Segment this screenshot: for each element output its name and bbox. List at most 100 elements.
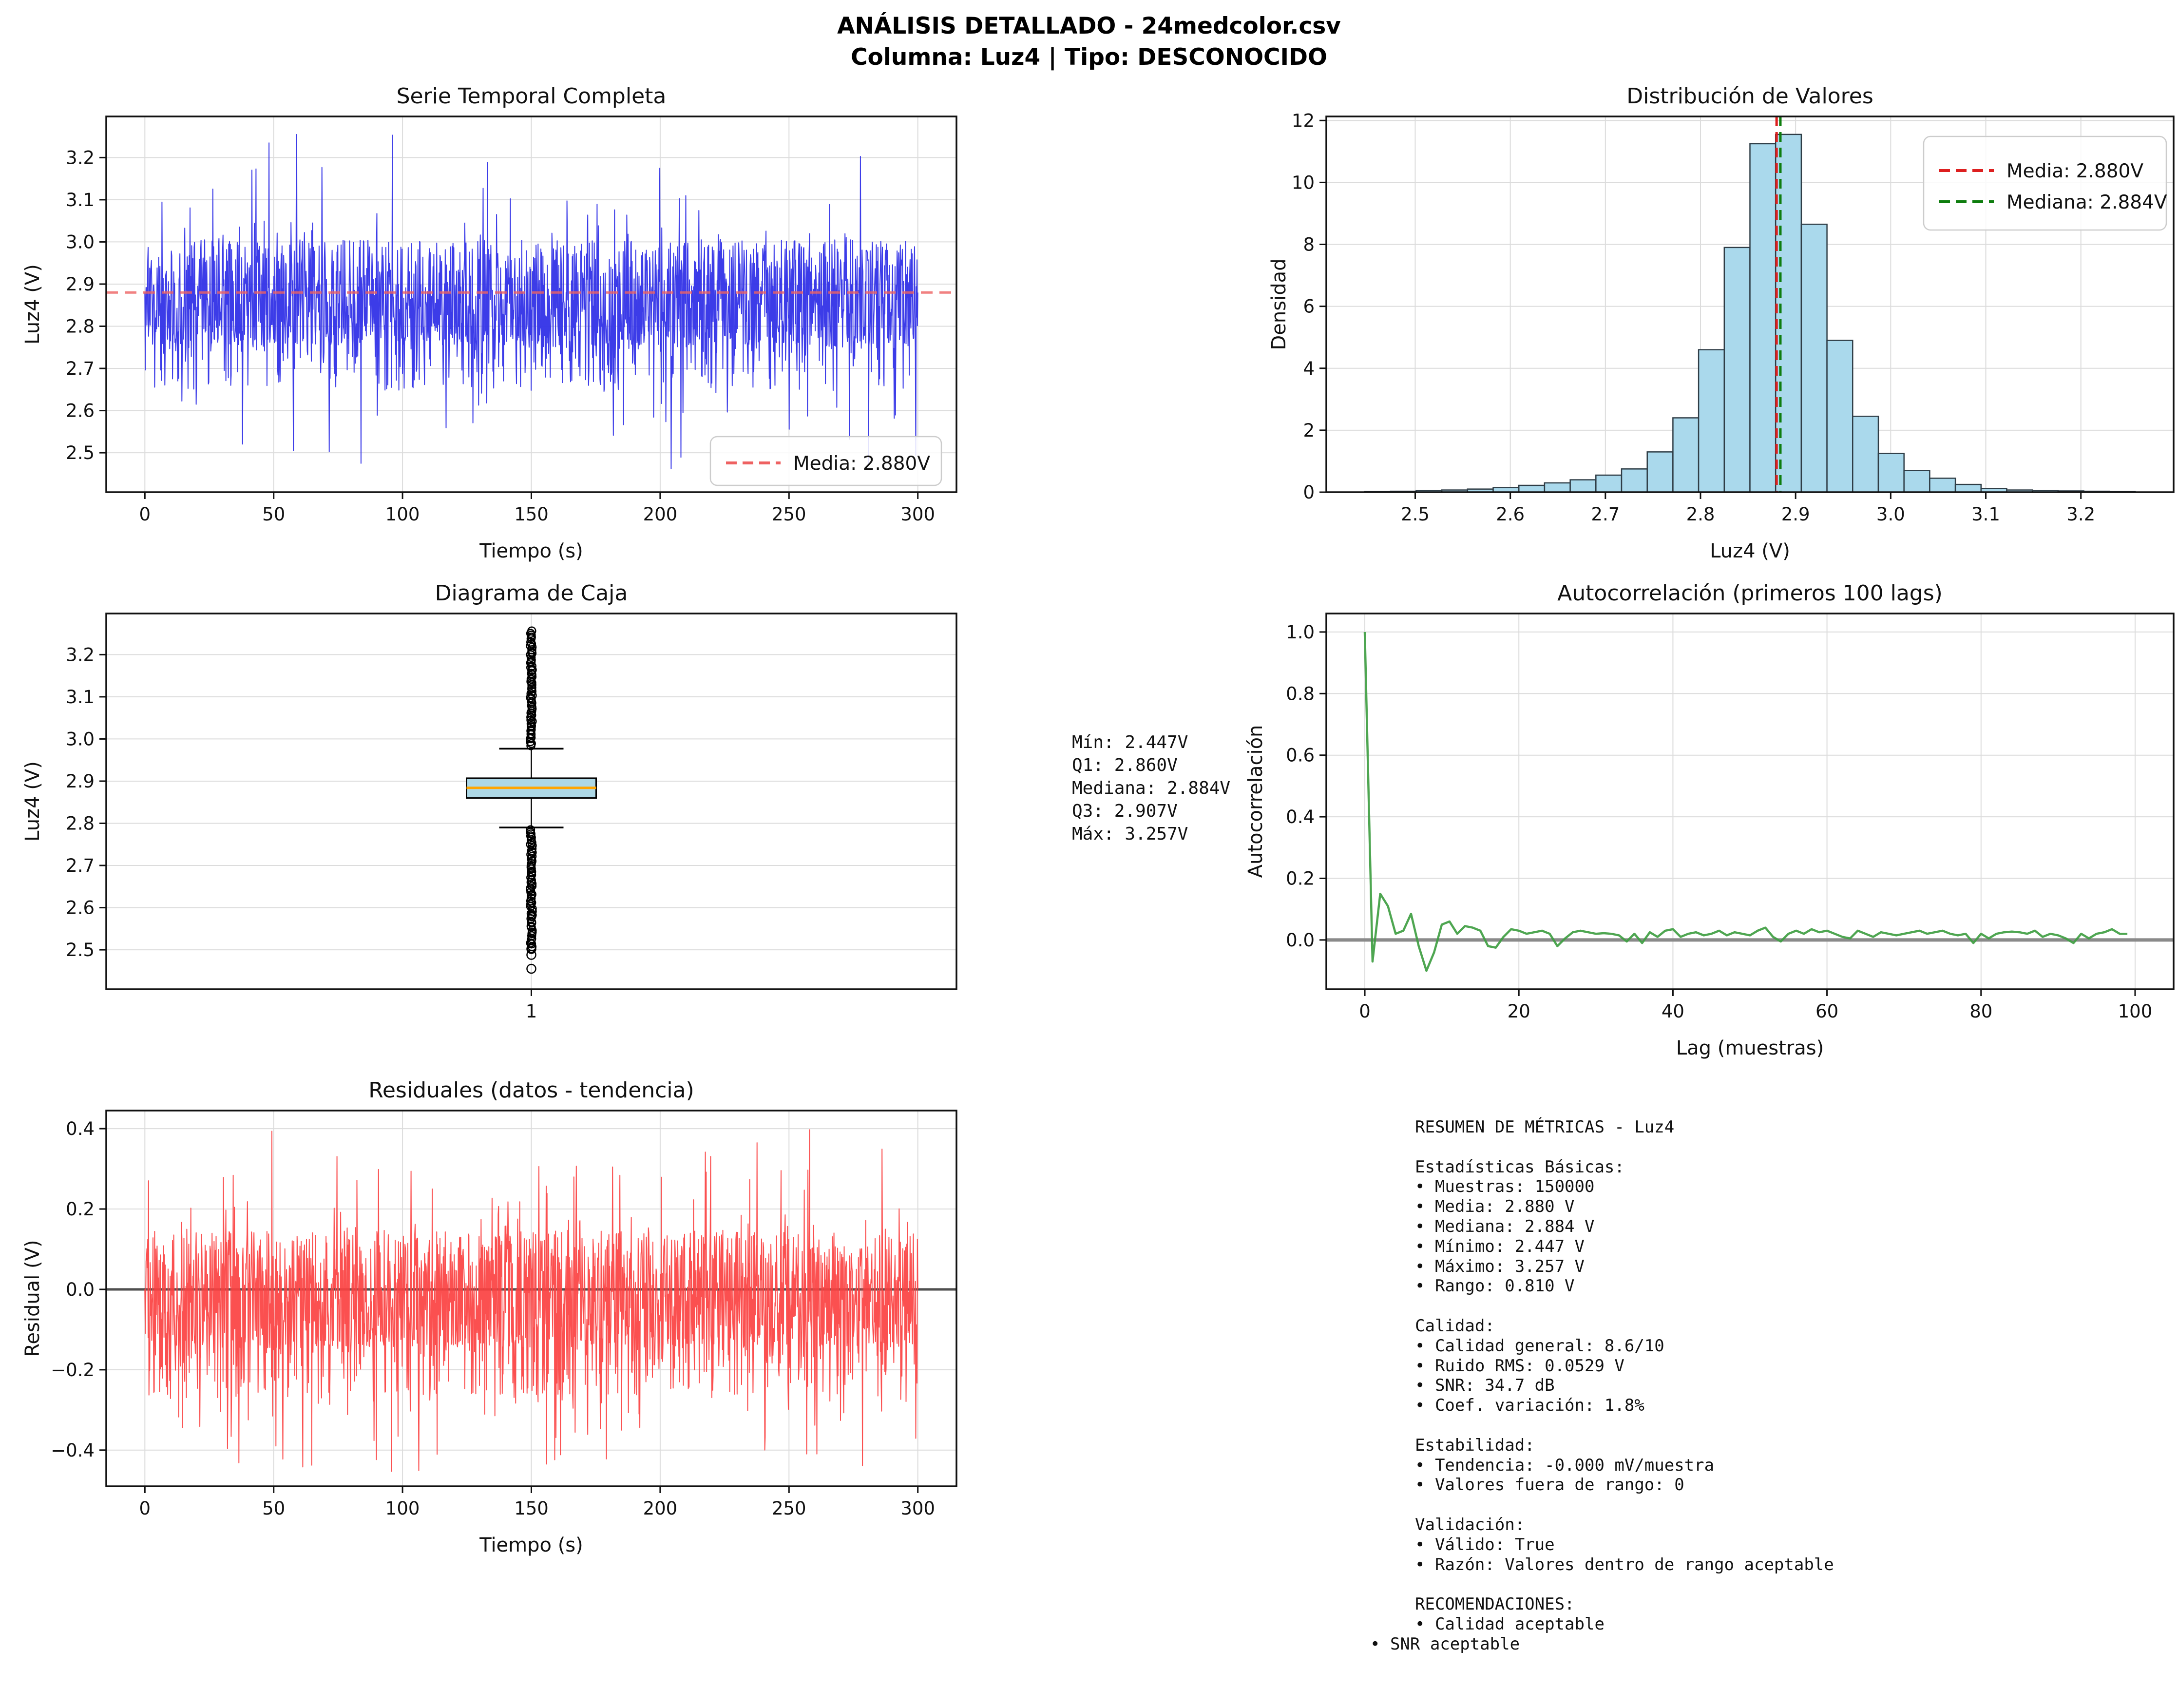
x-tick-label: 300 (900, 504, 935, 525)
axis-spine (1325, 115, 2175, 493)
y-tick-label: 2.6 (66, 898, 95, 919)
x-tick-label: 2.9 (1781, 504, 1810, 525)
suptitle-line2: Columna: Luz4 | Tipo: DESCONOCIDO (851, 44, 1327, 71)
panel-title: Diagrama de Caja (435, 581, 628, 606)
metrics-summary-panel: RESUMEN DE MÉTRICAS - Luz4 Estadísticas … (1370, 1117, 1834, 1654)
x-tick-label: 100 (385, 1498, 420, 1519)
summary-line: • Mínimo: 2.447 V (1415, 1236, 1585, 1256)
x-tick-label: 3.2 (2066, 504, 2095, 525)
summary-line: • Máximo: 3.257 V (1415, 1256, 1585, 1276)
y-tick-label: 2.5 (66, 940, 95, 960)
x-tick-label: 20 (1508, 1001, 1530, 1022)
summary-line: • Media: 2.880 V (1415, 1197, 1575, 1217)
y-tick-label: 3.0 (66, 231, 95, 252)
y-tick-label: 0.0 (66, 1279, 95, 1300)
histogram-bar (1518, 484, 1546, 493)
summary-line (1370, 1296, 1834, 1316)
summary-line: • Tendencia: -0.000 mV/muestra (1415, 1455, 1715, 1475)
y-tick-label: 2.8 (66, 316, 95, 337)
outlier-circle (526, 715, 535, 725)
summary-line: • Calidad aceptable (1415, 1614, 1605, 1634)
summary-line: RESUMEN DE MÉTRICAS - Luz4 (1415, 1117, 1675, 1137)
x-tick-label: 2.5 (1401, 504, 1430, 525)
panel-title: Autocorrelación (primeros 100 lags) (1557, 581, 1943, 606)
outlier-circle (527, 879, 537, 888)
x-tick-label: 250 (772, 1498, 806, 1519)
x-tick-label: 3.1 (1971, 504, 2000, 525)
legend-label: Media: 2.880V (793, 453, 930, 475)
x-tick-label: 80 (1969, 1001, 1992, 1022)
outlier-circle (526, 944, 536, 954)
y-tick-label: 10 (1292, 172, 1315, 193)
y-tick-label: 4 (1303, 358, 1315, 379)
histogram-bar (1800, 223, 1828, 493)
summary-line: Validación: (1415, 1515, 1525, 1535)
outlier-circle (526, 825, 535, 835)
summary-line: RECOMENDACIONES: (1415, 1594, 1575, 1614)
x-tick-label: 40 (1662, 1001, 1684, 1022)
histogram-bar (1569, 479, 1597, 493)
outlier-circle (528, 910, 537, 920)
x-tick-label: 150 (514, 1498, 549, 1519)
x-tick-label: 100 (385, 504, 420, 525)
axis-spine (1325, 613, 2175, 990)
series-line (1363, 632, 2128, 972)
summary-line (1370, 1495, 1834, 1515)
summary-line: • Mediana: 2.884 V (1415, 1216, 1595, 1236)
x-tick-label: 2.8 (1686, 504, 1715, 525)
y-tick-label: 0.4 (66, 1118, 95, 1139)
x-tick-label: 250 (772, 504, 806, 525)
y-tick-label: 0.4 (1286, 806, 1315, 827)
y-tick-label: 12 (1292, 110, 1315, 131)
outlier-circle (526, 963, 536, 974)
y-tick-label: 0.0 (1286, 930, 1315, 951)
y-tick-label: 0.6 (1286, 745, 1315, 766)
histogram-bar (1723, 247, 1751, 493)
x-tick-label: 300 (900, 1498, 935, 1519)
y-tick-label: 3.1 (66, 190, 95, 211)
suptitle-line1: ANÁLISIS DETALLADO - 24medcolor.csv (837, 13, 1341, 39)
summary-line (1370, 1137, 1834, 1157)
y-tick-label: 6 (1303, 296, 1315, 317)
summary-line (1370, 1574, 1834, 1594)
x-tick-label: 0 (139, 1498, 151, 1519)
summary-line (1370, 1416, 1834, 1436)
histogram-bar (1646, 451, 1674, 493)
outlier-circle (526, 693, 535, 702)
y-tick-label: 2.9 (66, 274, 95, 295)
y-tick-label: 2.7 (66, 358, 95, 379)
legend-box (1923, 135, 2167, 231)
x-axis-label: Lag (muestras) (1676, 1037, 1824, 1059)
y-tick-label: 0.8 (1286, 683, 1315, 704)
outlier-circle (526, 637, 535, 647)
x-axis-label: Tiempo (s) (479, 540, 583, 562)
y-tick-label: 3.0 (66, 729, 95, 749)
summary-line: • SNR: 34.7 dB (1415, 1376, 1555, 1396)
summary-line: Estadísticas Básicas: (1415, 1157, 1624, 1177)
summary-line: • Calidad general: 8.6/10 (1415, 1336, 1664, 1356)
outlier-circle (528, 717, 537, 726)
y-tick-label: 2.6 (66, 401, 95, 422)
histogram-bar (1852, 416, 1879, 493)
y-axis-label: Luz4 (V) (21, 761, 44, 842)
x-axis-label: Tiempo (s) (479, 1534, 583, 1556)
histogram-bar (1672, 417, 1700, 493)
y-tick-label: 2.9 (66, 771, 95, 792)
y-tick-label: 0.2 (1286, 868, 1315, 889)
histogram-bar (1877, 453, 1905, 493)
y-tick-label: 2 (1303, 420, 1315, 441)
x-tick-label: 50 (262, 504, 285, 525)
outlier-circle (526, 894, 536, 903)
summary-line: • Razón: Valores dentro de rango aceptab… (1415, 1554, 1834, 1574)
y-tick-label: −0.4 (51, 1440, 95, 1461)
figure-suptitle: ANÁLISIS DETALLADO - 24medcolor.csv Colu… (0, 11, 2178, 73)
histogram-bar (1826, 340, 1853, 493)
y-tick-label: −0.2 (51, 1360, 95, 1381)
histogram-bar (1698, 349, 1725, 493)
outlier-circle (527, 683, 536, 692)
legend-label: Media: 2.880V (2006, 160, 2143, 182)
y-tick-label: 3.1 (66, 687, 95, 708)
summary-line: • Valores fuera de rango: 0 (1415, 1475, 1684, 1495)
